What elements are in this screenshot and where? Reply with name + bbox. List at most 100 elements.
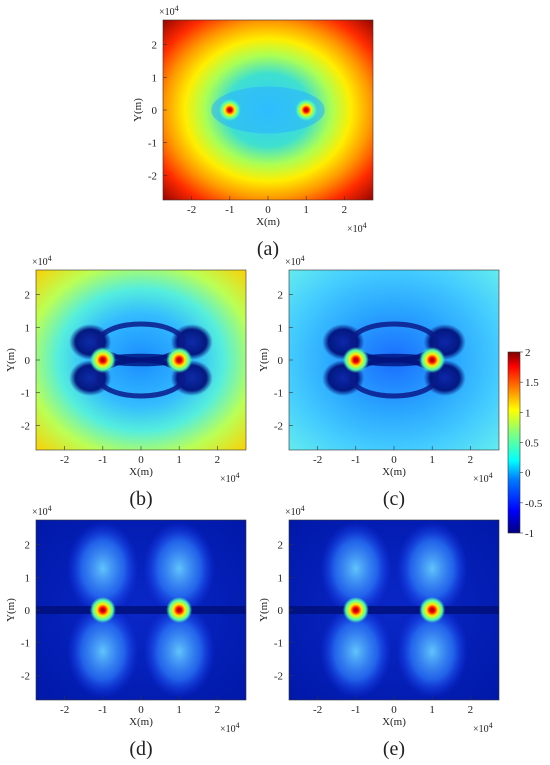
y-exponent: ×104 <box>159 4 179 18</box>
y-exponent: ×104 <box>285 254 305 268</box>
colorbar-tick-label: 1.5 <box>525 377 539 389</box>
source-hotspot <box>218 99 241 121</box>
x-tick-label: 1 <box>429 704 435 716</box>
heatmap-image <box>163 20 373 200</box>
x-axis-label: X(m) <box>256 216 280 228</box>
x-tick-label: -1 <box>98 454 107 466</box>
y-tick-label: -2 <box>274 420 283 432</box>
heatmap-image <box>36 270 246 450</box>
y-tick-label: 1 <box>25 322 31 334</box>
colorbar-gradient <box>507 351 521 534</box>
colorbar-tick-label: 1 <box>525 407 531 419</box>
source-hotspot <box>342 347 369 373</box>
y-tick-label: -2 <box>21 420 30 432</box>
y-axis-label: Y(m) <box>5 348 17 372</box>
x-exponent: ×104 <box>220 721 240 735</box>
x-exponent: ×104 <box>220 471 240 485</box>
x-tick-label: 0 <box>138 454 144 466</box>
panel-label: (b) <box>129 488 152 510</box>
y-tick-label: -1 <box>148 138 157 150</box>
axis-band <box>289 606 499 614</box>
y-tick-label: 0 <box>25 605 31 617</box>
y-tick-label: 1 <box>278 322 284 334</box>
panel-a: -2 -1 0 1 2 2 1 0 -1 -2 X(m) Y(m) ×104 ×104 (a) <box>132 4 374 260</box>
x-tick-label: -2 <box>187 204 196 216</box>
y-tick-label: 0 <box>25 355 31 367</box>
x-tick-label: 1 <box>176 454 182 466</box>
x-tick-label: 0 <box>391 704 397 716</box>
x-tick-label: 2 <box>342 204 348 216</box>
colorbar-tick-label: 0.5 <box>525 438 539 450</box>
colorbar-tick-label: 2 <box>525 347 531 359</box>
x-exponent: ×104 <box>473 471 493 485</box>
panel-e: -2 -1 0 1 2 2 1 0 -1 -2 X(m) Y(m) ×104 ×104 (e) <box>258 504 500 760</box>
fan <box>67 604 139 699</box>
y-tick-label: 2 <box>25 290 31 302</box>
panel-d: -2 -1 0 1 2 2 1 0 -1 -2 X(m) Y(m) ×104 ×104 (d) <box>5 504 247 760</box>
axis-band <box>36 606 246 614</box>
fan <box>396 521 468 616</box>
source-hotspot <box>89 347 116 373</box>
y-tick-label: 1 <box>152 72 158 84</box>
heatmap-image <box>289 520 499 700</box>
panel-label: (e) <box>383 738 405 760</box>
x-tick-label: -1 <box>351 704 360 716</box>
x-tick-label: 0 <box>265 204 271 216</box>
panel-label: (a) <box>257 238 279 260</box>
y-tick-label: -1 <box>274 388 283 400</box>
y-tick-label: 1 <box>25 572 31 584</box>
y-tick-label: 2 <box>152 40 158 52</box>
x-tick-label: 2 <box>215 454 221 466</box>
y-tick-label: 0 <box>278 355 284 367</box>
x-tick-label: 2 <box>468 704 474 716</box>
y-tick-label: 2 <box>278 290 284 302</box>
y-tick-label: 0 <box>152 105 158 117</box>
source-hotspot <box>419 347 446 373</box>
y-exponent: ×104 <box>32 254 52 268</box>
fan <box>396 604 468 699</box>
fan <box>143 604 215 699</box>
y-tick-label: -1 <box>21 638 30 650</box>
x-tick-label: -1 <box>225 204 234 216</box>
fan <box>143 521 215 616</box>
y-tick-label: -1 <box>274 638 283 650</box>
colorbar-tick-label: 0 <box>525 468 531 480</box>
fan <box>320 521 392 616</box>
x-tick-label: -2 <box>60 454 69 466</box>
colorbar: 2 1.5 1 0.5 0 -0.5 -1 <box>507 347 543 540</box>
heatmap-image <box>289 270 499 450</box>
colorbar-tick-label: -1 <box>525 528 534 540</box>
colorbar-tick-label: -0.5 <box>525 498 543 510</box>
fan <box>320 604 392 699</box>
source-hotspot <box>342 597 369 623</box>
fan <box>67 521 139 616</box>
x-axis-label: X(m) <box>382 716 406 728</box>
x-tick-label: 1 <box>303 204 309 216</box>
x-axis-label: X(m) <box>129 466 153 478</box>
x-tick-label: 2 <box>468 454 474 466</box>
x-tick-label: 1 <box>429 454 435 466</box>
x-tick-label: -2 <box>60 704 69 716</box>
x-tick-label: -1 <box>351 454 360 466</box>
y-tick-label: -1 <box>21 388 30 400</box>
x-exponent: ×104 <box>347 221 367 235</box>
panel-label: (d) <box>129 738 152 760</box>
x-tick-label: 0 <box>391 454 397 466</box>
x-axis-label: X(m) <box>129 716 153 728</box>
y-tick-label: -2 <box>274 670 283 682</box>
y-axis-label: Y(m) <box>132 98 144 122</box>
source-hotspot <box>89 597 116 623</box>
y-axis-label: Y(m) <box>5 598 17 622</box>
x-tick-label: 1 <box>176 704 182 716</box>
center-band <box>354 353 434 367</box>
y-axis-label: Y(m) <box>258 598 270 622</box>
center-band <box>101 353 181 367</box>
y-tick-label: 0 <box>278 605 284 617</box>
heatmap-image <box>36 520 246 700</box>
panel-b: -2 -1 0 1 2 2 1 0 -1 -2 X(m) Y(m) ×104 ×104 (b) <box>5 254 247 510</box>
x-tick-label: 0 <box>138 704 144 716</box>
y-tick-label: 2 <box>278 540 284 552</box>
y-tick-label: -2 <box>21 670 30 682</box>
y-exponent: ×104 <box>32 504 52 518</box>
